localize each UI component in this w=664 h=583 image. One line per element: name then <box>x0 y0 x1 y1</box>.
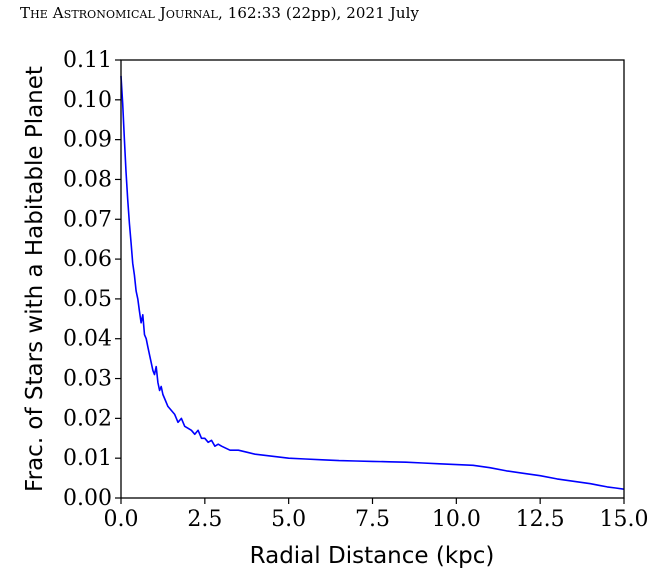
y-tick-label: 0.04 <box>63 327 112 352</box>
y-axis-label: Frac. of Stars with a Habitable Planet <box>22 66 48 492</box>
y-tick-label: 0.03 <box>63 367 112 392</box>
axis-ticks: 0.0 2.5 5.0 7.5 10.0 12.5 15.0 0.00 0.01 0.02 0.03… <box>63 48 648 532</box>
x-tick-label: 5.0 <box>271 507 306 532</box>
x-tick-label: 7.5 <box>355 507 390 532</box>
y-tick-label: 0.01 <box>63 446 112 471</box>
y-tick-label: 0.00 <box>63 486 112 511</box>
plot-frame <box>120 59 625 499</box>
x-axis-label: Radial Distance (kpc) <box>250 543 495 569</box>
x-tick-label: 15.0 <box>600 507 649 532</box>
x-tick-label: 0.0 <box>104 507 139 532</box>
y-tick-label: 0.11 <box>63 48 112 73</box>
journal-name: The Astronomical Journal, <box>20 4 223 22</box>
y-tick-label: 0.07 <box>63 207 112 232</box>
running-head: The Astronomical Journal, 162:33 (22pp),… <box>20 4 419 22</box>
y-tick-label: 0.06 <box>63 247 112 272</box>
series-layer <box>120 75 625 490</box>
series-line-0 <box>120 75 625 490</box>
y-tick-label: 0.02 <box>63 406 112 431</box>
y-tick-label: 0.09 <box>63 128 112 153</box>
y-tick-label: 0.05 <box>63 287 112 312</box>
journal-citation: 162:33 (22pp), 2021 July <box>227 4 420 22</box>
x-tick-label: 10.0 <box>432 507 481 532</box>
x-tick-label: 2.5 <box>187 507 222 532</box>
y-tick-label: 0.08 <box>63 167 112 192</box>
x-tick-label: 12.5 <box>516 507 565 532</box>
y-tick-label: 0.10 <box>63 88 112 113</box>
